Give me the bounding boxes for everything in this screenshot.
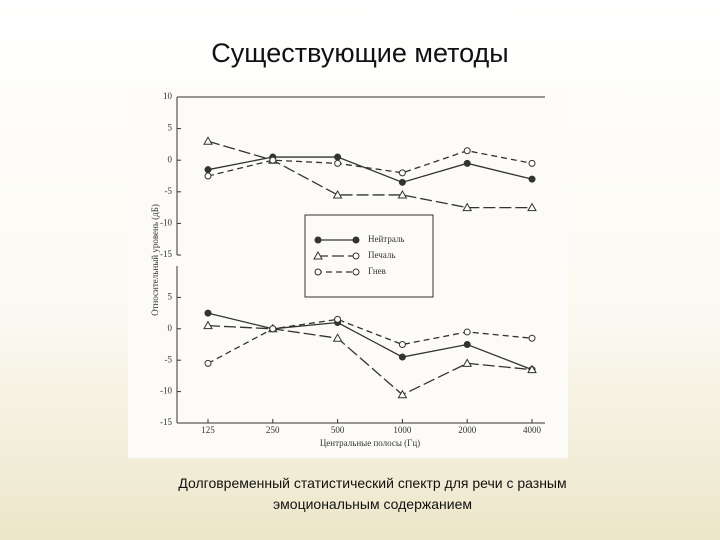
marker	[463, 159, 471, 167]
marker	[397, 389, 408, 399]
y-tick-label: -15	[160, 249, 172, 259]
series-line	[207, 312, 533, 371]
series-line	[207, 318, 533, 364]
marker	[398, 178, 406, 186]
marker	[398, 341, 406, 348]
series-line	[207, 150, 533, 177]
marker	[203, 136, 213, 145]
caption: Долговременный статистический спектр для…	[0, 473, 720, 515]
marker	[204, 172, 212, 180]
x-tick-label: 2000	[458, 425, 477, 435]
y-tick-label: 5	[168, 291, 173, 301]
series-line	[207, 140, 532, 209]
marker	[463, 328, 471, 336]
marker	[398, 353, 406, 361]
legend-marker	[352, 252, 360, 260]
y-tick-label: 5	[168, 123, 173, 133]
legend-marker	[314, 268, 322, 276]
marker	[527, 202, 537, 212]
marker	[204, 166, 212, 174]
marker	[462, 202, 473, 212]
legend-marker	[352, 268, 360, 276]
x-tick-label: 250	[266, 425, 280, 435]
marker	[463, 147, 471, 155]
marker	[527, 364, 537, 374]
marker	[334, 159, 342, 167]
y-tick-label: 10	[163, 91, 173, 101]
legend-label: Гнев	[368, 266, 386, 276]
marker	[334, 153, 342, 161]
marker	[528, 175, 536, 183]
y-tick-label: 0	[168, 323, 173, 333]
marker	[334, 315, 342, 323]
series-line	[207, 325, 533, 396]
marker	[269, 325, 277, 333]
marker	[528, 159, 536, 167]
marker	[398, 169, 406, 177]
y-tick-label: 0	[168, 154, 173, 164]
marker	[269, 156, 277, 164]
legend-marker	[314, 236, 322, 244]
caption-line: эмоциональным содержанием	[273, 496, 472, 512]
y-tick-label: -15	[160, 417, 172, 427]
x-tick-label: 125	[201, 425, 215, 435]
slide-title: Существующие методы	[211, 38, 509, 68]
marker	[397, 189, 408, 199]
marker	[203, 320, 213, 330]
legend-label: Нейтраль	[368, 234, 405, 244]
y-tick-label: -10	[160, 217, 172, 227]
legend-marker	[352, 236, 360, 244]
x-tick-label: 4000	[523, 425, 542, 435]
marker	[332, 189, 343, 199]
y-tick-label: -5	[165, 354, 173, 364]
marker	[332, 333, 343, 342]
marker	[463, 341, 471, 348]
y-tick-label: -5	[165, 186, 173, 196]
series-line	[207, 156, 533, 184]
marker	[204, 309, 212, 317]
caption-line: Долговременный статистический спектр для…	[178, 475, 567, 491]
marker	[462, 358, 473, 367]
x-axis-label: Центральные полосы (Гц)	[320, 438, 420, 448]
y-tick-label: -10	[160, 386, 172, 396]
x-tick-label: 1000	[393, 425, 412, 435]
y-axis-label: Относительный уровень (дБ)	[150, 204, 160, 316]
legend-marker	[313, 250, 323, 260]
legend-label: Печаль	[368, 250, 395, 260]
x-tick-label: 500	[331, 425, 345, 435]
marker	[528, 334, 536, 342]
marker	[204, 359, 212, 367]
